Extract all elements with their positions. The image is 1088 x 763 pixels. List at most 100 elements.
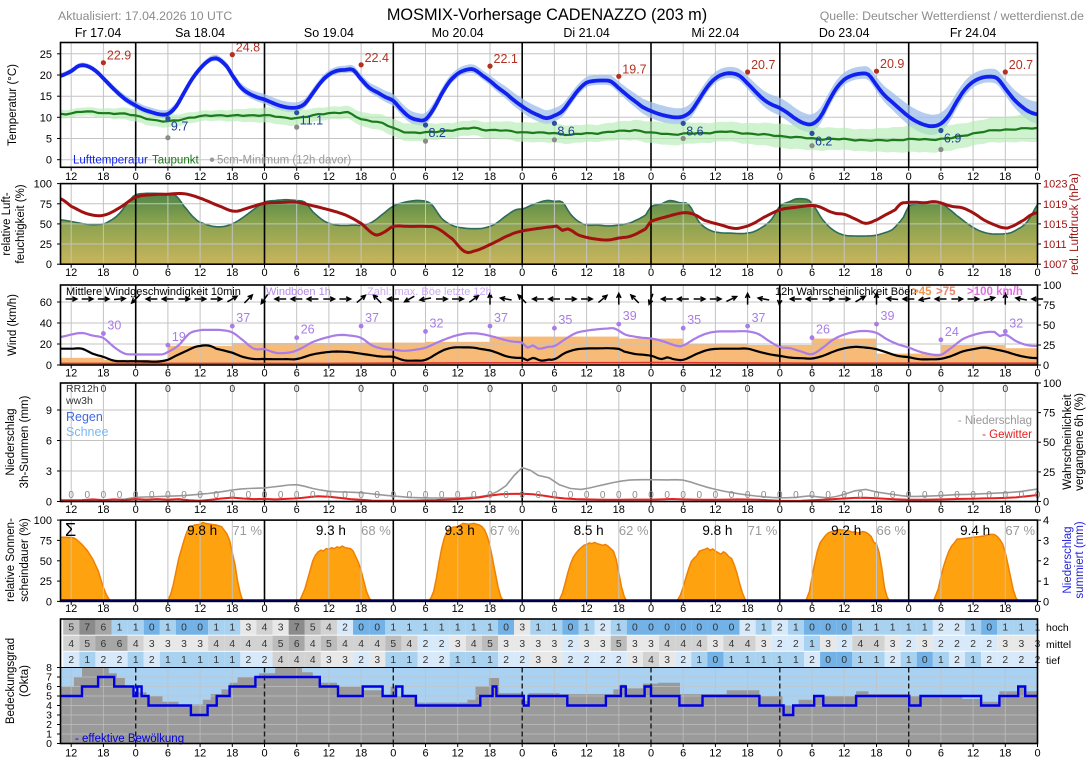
svg-text:0: 0 bbox=[906, 748, 912, 760]
svg-text:2: 2 bbox=[568, 655, 574, 666]
svg-text:2: 2 bbox=[262, 655, 268, 666]
svg-text:6: 6 bbox=[101, 623, 107, 634]
svg-text:0: 0 bbox=[745, 490, 751, 501]
svg-text:0: 0 bbox=[1034, 603, 1040, 615]
svg-text:6: 6 bbox=[938, 171, 944, 183]
svg-text:0: 0 bbox=[729, 490, 735, 501]
svg-text:1: 1 bbox=[793, 655, 799, 666]
svg-text:12: 12 bbox=[65, 171, 77, 183]
svg-text:6.9: 6.9 bbox=[944, 132, 961, 146]
svg-text:9.2 h: 9.2 h bbox=[831, 523, 861, 538]
svg-text:4: 4 bbox=[229, 639, 235, 650]
svg-text:1: 1 bbox=[584, 623, 590, 634]
svg-text:0: 0 bbox=[874, 490, 880, 501]
svg-text:3: 3 bbox=[713, 639, 719, 650]
svg-text:Quelle: Deutscher Wetterdienst: Quelle: Deutscher Wetterdienst / wetterd… bbox=[820, 9, 1084, 23]
svg-text:1007: 1007 bbox=[1043, 259, 1067, 271]
svg-text:0: 0 bbox=[519, 267, 525, 279]
svg-text:1023: 1023 bbox=[1043, 179, 1067, 191]
svg-text:0: 0 bbox=[616, 490, 622, 501]
svg-text:2: 2 bbox=[519, 655, 525, 666]
svg-text:2: 2 bbox=[101, 655, 107, 666]
svg-text:67 %: 67 % bbox=[490, 523, 520, 538]
svg-text:0: 0 bbox=[874, 383, 880, 395]
svg-text:0: 0 bbox=[809, 623, 815, 634]
svg-text:0: 0 bbox=[181, 623, 187, 634]
svg-text:6: 6 bbox=[809, 603, 815, 615]
svg-text:0: 0 bbox=[391, 490, 397, 501]
svg-text:6: 6 bbox=[165, 368, 171, 380]
svg-text:18: 18 bbox=[870, 368, 882, 380]
svg-text:19.7: 19.7 bbox=[622, 62, 646, 76]
svg-text:4: 4 bbox=[310, 655, 316, 666]
svg-text:18: 18 bbox=[999, 504, 1011, 516]
svg-text:12: 12 bbox=[65, 368, 77, 380]
svg-text:18: 18 bbox=[613, 368, 625, 380]
svg-text:100: 100 bbox=[1043, 378, 1061, 390]
svg-text:37: 37 bbox=[752, 311, 766, 325]
svg-text:12: 12 bbox=[65, 748, 77, 760]
svg-text:3: 3 bbox=[632, 655, 638, 666]
svg-text:2: 2 bbox=[680, 655, 686, 666]
svg-text:0: 0 bbox=[986, 623, 992, 634]
svg-text:18: 18 bbox=[999, 748, 1011, 760]
svg-text:2: 2 bbox=[986, 639, 992, 650]
svg-text:3: 3 bbox=[246, 623, 252, 634]
svg-text:3: 3 bbox=[922, 639, 928, 650]
svg-text:3: 3 bbox=[165, 639, 171, 650]
svg-text:11.1: 11.1 bbox=[300, 114, 323, 128]
svg-text:0: 0 bbox=[519, 603, 525, 615]
svg-text:0: 0 bbox=[841, 655, 847, 666]
svg-text:4: 4 bbox=[858, 639, 864, 650]
svg-text:18: 18 bbox=[870, 267, 882, 279]
svg-text:6: 6 bbox=[422, 368, 428, 380]
svg-text:1: 1 bbox=[777, 655, 783, 666]
svg-text:71 %: 71 % bbox=[748, 523, 778, 538]
svg-text:0: 0 bbox=[390, 267, 396, 279]
svg-text:6: 6 bbox=[551, 504, 557, 516]
svg-text:1: 1 bbox=[922, 623, 928, 634]
svg-text:0: 0 bbox=[487, 490, 493, 501]
svg-text:0: 0 bbox=[664, 623, 670, 634]
svg-text:9.7: 9.7 bbox=[171, 120, 188, 134]
svg-text:12: 12 bbox=[452, 171, 464, 183]
svg-text:12: 12 bbox=[709, 267, 721, 279]
svg-text:0: 0 bbox=[568, 490, 574, 501]
svg-text:6: 6 bbox=[551, 748, 557, 760]
svg-text:0: 0 bbox=[777, 748, 783, 760]
svg-text:0: 0 bbox=[713, 623, 719, 634]
svg-text:6: 6 bbox=[809, 171, 815, 183]
svg-text:1: 1 bbox=[84, 655, 90, 666]
svg-text:20.7: 20.7 bbox=[1009, 58, 1033, 72]
svg-text:0: 0 bbox=[745, 383, 751, 395]
svg-text:18: 18 bbox=[355, 171, 367, 183]
svg-text:0: 0 bbox=[149, 490, 155, 501]
svg-text:0: 0 bbox=[358, 383, 364, 395]
svg-text:3: 3 bbox=[278, 623, 284, 634]
svg-text:12: 12 bbox=[709, 171, 721, 183]
svg-text:9.3 h: 9.3 h bbox=[316, 523, 346, 538]
svg-text:18: 18 bbox=[355, 368, 367, 380]
svg-text:0: 0 bbox=[100, 383, 106, 395]
svg-text:18: 18 bbox=[484, 267, 496, 279]
svg-text:66 %: 66 % bbox=[876, 523, 906, 538]
svg-text:3: 3 bbox=[552, 655, 558, 666]
svg-text:4: 4 bbox=[342, 639, 348, 650]
svg-text:- effektive Bewölkung: - effektive Bewölkung bbox=[75, 733, 184, 745]
svg-text:0: 0 bbox=[390, 748, 396, 760]
svg-text:18: 18 bbox=[999, 368, 1011, 380]
svg-text:0: 0 bbox=[1034, 171, 1040, 183]
svg-text:0: 0 bbox=[455, 490, 461, 501]
svg-text:0: 0 bbox=[632, 490, 638, 501]
svg-text:75: 75 bbox=[40, 199, 52, 211]
svg-text:2: 2 bbox=[970, 639, 976, 650]
svg-text:0: 0 bbox=[777, 490, 783, 501]
svg-text:0: 0 bbox=[793, 490, 799, 501]
svg-text:26: 26 bbox=[301, 323, 315, 337]
svg-text:25: 25 bbox=[1043, 340, 1055, 352]
svg-text:0: 0 bbox=[519, 171, 525, 183]
svg-text:4: 4 bbox=[407, 639, 413, 650]
svg-text:RR12h: RR12h bbox=[66, 383, 99, 395]
svg-text:0: 0 bbox=[680, 383, 686, 395]
svg-text:75: 75 bbox=[1043, 300, 1055, 312]
